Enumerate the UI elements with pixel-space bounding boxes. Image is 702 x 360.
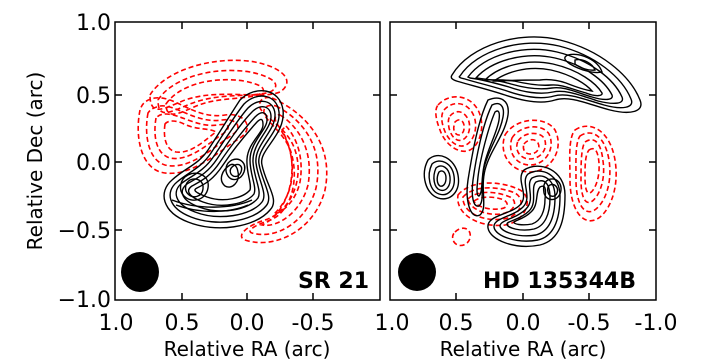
x-tick-label: 0.5 [439, 311, 474, 336]
y-tick-label: 0.0 [76, 151, 111, 176]
x-tick-label: 1.0 [375, 311, 410, 336]
beam-ellipse [121, 252, 159, 292]
panel-hd135344b: HD 135344B [389, 21, 657, 301]
negative-contours [137, 59, 328, 244]
y-tick-label: 0.5 [76, 84, 111, 109]
x-tick-label: 0.0 [230, 311, 265, 336]
panel-label: SR 21 [298, 269, 369, 294]
y-tick-label: −1.0 [58, 288, 111, 313]
positive-contours [163, 90, 284, 229]
negative-contours [435, 96, 617, 247]
panel-label: HD 135344B [483, 269, 636, 294]
x-tick-labels-panel-2: 1.0 0.5 0.0 -0.5 -1.0 [375, 311, 678, 336]
x-tick-label: -0.5 [568, 311, 611, 336]
x-tick-label: 0.5 [165, 311, 200, 336]
y-axis-title: Relative Dec (arc) [23, 72, 47, 251]
y-tick-label: −0.5 [58, 219, 111, 244]
y-tick-label: 1.0 [76, 11, 111, 36]
y-tick-labels: 1.0 0.5 0.0 −0.5 −1.0 [58, 11, 111, 313]
tick-marks [390, 22, 656, 300]
panel-sr21: SR 21 [114, 21, 381, 301]
positive-contours [423, 36, 642, 247]
x-axis-title-panel-2: Relative RA (arc) [440, 337, 607, 360]
x-tick-label: 0.0 [506, 311, 541, 336]
tick-marks [115, 22, 380, 300]
x-tick-labels-panel-1: 1.0 0.5 0.0 -0.5 [99, 311, 335, 336]
beam-ellipse [398, 253, 436, 291]
x-axis-title-panel-1: Relative RA (arc) [164, 337, 331, 360]
x-tick-label: -1.0 [635, 311, 678, 336]
x-tick-label: -0.5 [292, 311, 335, 336]
x-tick-label: 1.0 [99, 311, 134, 336]
